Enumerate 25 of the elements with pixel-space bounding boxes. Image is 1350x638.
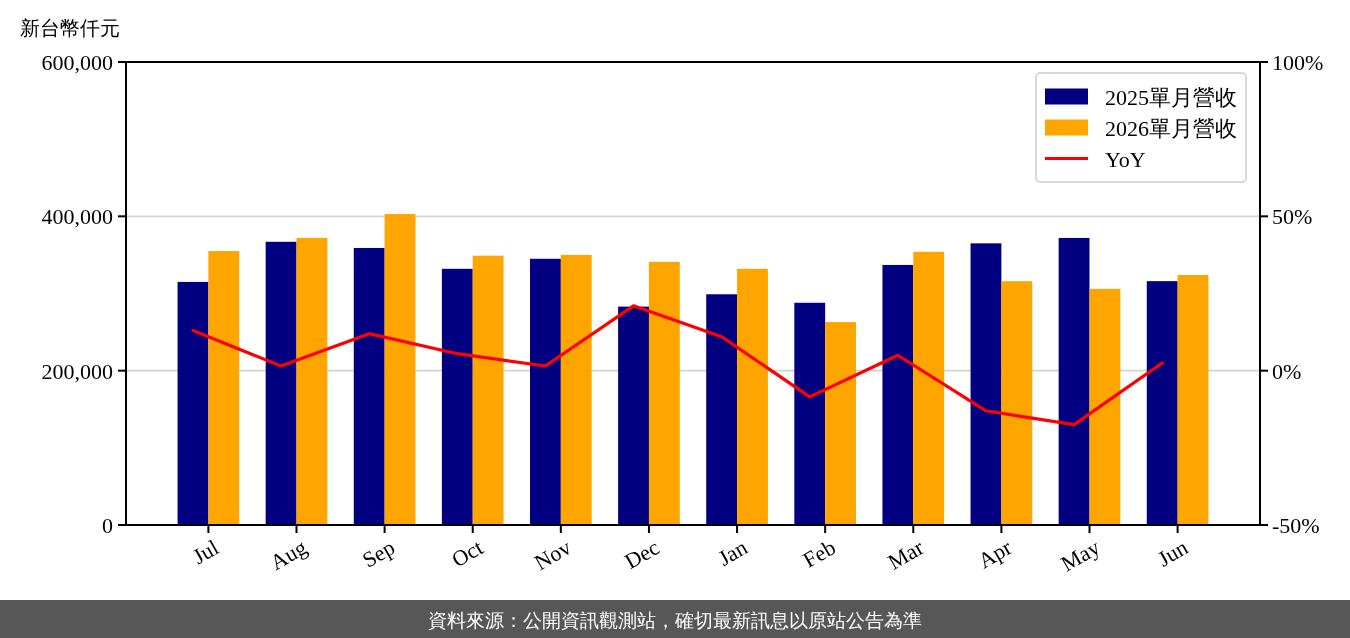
ytick-label: 400,000 bbox=[41, 203, 113, 229]
legend-label: 2026單月營收 bbox=[1105, 115, 1237, 140]
xtick-label: Jan bbox=[713, 534, 752, 571]
legend-label: YoY bbox=[1105, 146, 1146, 171]
xtick-label: May bbox=[1056, 534, 1104, 577]
ytick-label: 600,000 bbox=[41, 49, 113, 75]
y2tick-label: 50% bbox=[1272, 203, 1313, 229]
xtick-label: Mar bbox=[883, 534, 928, 575]
legend-label: 2025單月營收 bbox=[1105, 84, 1237, 109]
ylabel: 新台幣仟元 bbox=[20, 17, 120, 39]
xtick-label: Nov bbox=[530, 534, 576, 576]
xtick-label: Oct bbox=[447, 534, 488, 573]
xtick-label: Dec bbox=[620, 534, 664, 574]
ytick-label: 200,000 bbox=[41, 358, 113, 384]
xtick-label: Aug bbox=[265, 534, 311, 576]
xtick-label: Jun bbox=[1153, 534, 1193, 572]
y2tick-label: -50% bbox=[1272, 512, 1320, 538]
xtick-label: Apr bbox=[973, 534, 1016, 574]
xtick-label: Jul bbox=[188, 534, 223, 570]
y2tick-label: 0% bbox=[1272, 358, 1302, 384]
xtick-label: Sep bbox=[358, 534, 400, 573]
xtick-label: Feb bbox=[798, 534, 840, 573]
ytick-label: 0 bbox=[102, 512, 113, 538]
annotation: 資料來源：公開資訊觀測站，確切最新訊息以原站公告為準 bbox=[428, 609, 922, 631]
y2tick-label: 100% bbox=[1272, 49, 1324, 75]
